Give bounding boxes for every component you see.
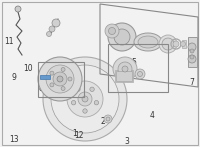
Circle shape <box>61 67 65 71</box>
Circle shape <box>106 117 110 121</box>
Circle shape <box>188 43 196 51</box>
Bar <box>188 37 197 67</box>
Circle shape <box>159 35 177 53</box>
Bar <box>40 75 50 79</box>
Text: 13: 13 <box>9 136 19 145</box>
Circle shape <box>104 115 112 123</box>
Circle shape <box>46 65 74 93</box>
Circle shape <box>138 71 142 76</box>
Circle shape <box>76 87 80 91</box>
Text: 9: 9 <box>12 72 16 81</box>
Circle shape <box>114 29 130 45</box>
Text: 1: 1 <box>73 128 77 137</box>
Circle shape <box>135 69 145 79</box>
Circle shape <box>109 27 116 35</box>
Bar <box>108 44 168 92</box>
Circle shape <box>162 38 174 50</box>
Text: 5: 5 <box>132 57 136 66</box>
Bar <box>182 40 186 48</box>
Circle shape <box>113 57 137 81</box>
Circle shape <box>78 92 92 106</box>
Circle shape <box>49 26 55 32</box>
Circle shape <box>53 72 67 86</box>
Bar <box>38 62 84 97</box>
Ellipse shape <box>138 36 158 48</box>
Circle shape <box>94 101 99 105</box>
Text: 11: 11 <box>4 36 14 46</box>
Circle shape <box>57 76 63 82</box>
Text: 12: 12 <box>74 132 84 141</box>
Circle shape <box>68 77 72 81</box>
Circle shape <box>122 66 128 72</box>
Bar <box>116 71 132 81</box>
Bar <box>115 70 133 82</box>
Circle shape <box>83 109 87 113</box>
Circle shape <box>43 57 127 141</box>
Circle shape <box>38 57 82 101</box>
Circle shape <box>50 71 54 75</box>
Circle shape <box>47 31 52 36</box>
Circle shape <box>51 65 119 133</box>
Circle shape <box>108 23 136 51</box>
Text: 3: 3 <box>125 137 129 146</box>
Text: 8: 8 <box>39 83 43 92</box>
Text: 7: 7 <box>190 77 194 86</box>
Circle shape <box>15 6 21 12</box>
Circle shape <box>190 55 194 59</box>
Circle shape <box>105 24 119 38</box>
Circle shape <box>188 55 196 63</box>
Circle shape <box>118 62 132 76</box>
Text: 10: 10 <box>23 64 33 72</box>
Ellipse shape <box>134 33 162 51</box>
Circle shape <box>90 87 94 91</box>
Text: 4: 4 <box>150 111 154 120</box>
Circle shape <box>71 101 76 105</box>
Circle shape <box>82 96 88 102</box>
Text: 6: 6 <box>114 70 118 78</box>
Circle shape <box>190 49 194 53</box>
Circle shape <box>52 19 60 27</box>
Circle shape <box>67 81 103 117</box>
Circle shape <box>180 41 186 46</box>
Text: 2: 2 <box>101 117 105 126</box>
Circle shape <box>50 83 54 87</box>
Circle shape <box>61 87 65 91</box>
Circle shape <box>173 41 179 47</box>
